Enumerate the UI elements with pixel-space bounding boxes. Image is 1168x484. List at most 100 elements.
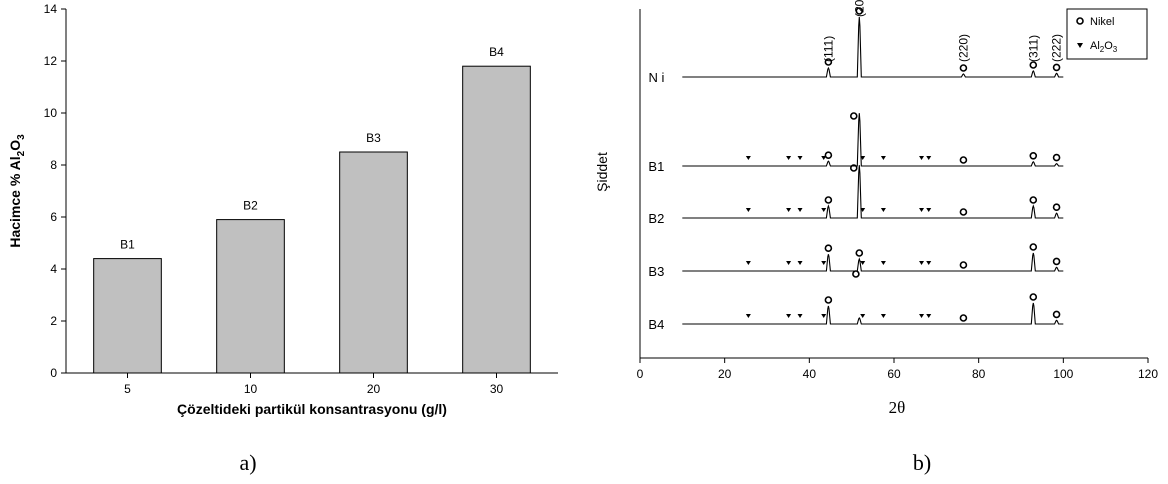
x-tick-label: 40 bbox=[803, 367, 817, 381]
al2o3-marker bbox=[919, 261, 925, 265]
nikel-marker bbox=[824, 151, 833, 159]
x-tick-label: 60 bbox=[887, 367, 901, 381]
al2o3-marker bbox=[786, 261, 792, 265]
miller-index-label: (222) bbox=[1050, 34, 1064, 62]
legend-al2o3-mid: O bbox=[1104, 40, 1113, 52]
miller-indices: (111) (200) (220) (311) (222) bbox=[821, 0, 1063, 62]
al2o3-marker bbox=[786, 208, 792, 212]
y-tick-label: 0 bbox=[50, 366, 57, 380]
x-axis-title: Çözeltideki partikül konsantrasyonu (g/l… bbox=[177, 401, 447, 417]
al2o3-marker bbox=[926, 261, 932, 265]
y-tick-label: 12 bbox=[44, 54, 58, 68]
panel-label-b: b) bbox=[913, 450, 931, 475]
xrd-trace bbox=[682, 252, 1064, 272]
al2o3-marker bbox=[797, 261, 803, 265]
nikel-marker bbox=[1029, 152, 1038, 160]
nikel-marker bbox=[824, 58, 833, 66]
nikel-marker bbox=[1052, 310, 1061, 319]
y-tick-label: 8 bbox=[50, 158, 57, 172]
al2o3-marker bbox=[860, 314, 866, 318]
bar-label: B1 bbox=[120, 238, 135, 252]
trace-label: B2 bbox=[648, 211, 664, 226]
nikel-marker bbox=[1052, 153, 1061, 162]
legend-al2o3-symbol bbox=[1077, 43, 1083, 48]
y-axis-title: Hacimce % Al2O3 bbox=[7, 134, 27, 248]
nikel-marker bbox=[959, 64, 968, 72]
nikel-marker bbox=[1052, 257, 1061, 266]
al2o3-marker bbox=[926, 208, 932, 212]
al2o3-marker bbox=[880, 208, 886, 212]
xrd-chart-panel: 0 20 40 60 80 100 120 N i B1 B2 B3 B4 (111) (200) (2… bbox=[594, 0, 1158, 475]
legend-nikel-symbol bbox=[1076, 17, 1084, 25]
nikel-marker bbox=[855, 7, 864, 15]
bars: B1 B2 B3 B4 bbox=[93, 45, 531, 374]
bar bbox=[216, 219, 285, 374]
trace-label: B4 bbox=[648, 317, 664, 332]
legend-al2o3-sub1: 2 bbox=[1100, 45, 1105, 54]
al2o3-marker bbox=[786, 314, 792, 318]
trace-label: N i bbox=[648, 70, 664, 85]
al2o3-marker bbox=[860, 208, 866, 212]
nikel-marker bbox=[855, 249, 864, 257]
al2o3-marker bbox=[821, 156, 827, 160]
nikel-marker bbox=[824, 244, 833, 252]
y-tick-label: 4 bbox=[50, 262, 57, 276]
trace-label: B3 bbox=[648, 264, 664, 279]
al2o3-marker bbox=[745, 314, 751, 318]
y-axis-title-sub1: 2 bbox=[16, 150, 27, 156]
nikel-marker bbox=[959, 208, 968, 216]
legend-nikel-label: Nikel bbox=[1090, 16, 1114, 28]
al2o3-marker bbox=[880, 261, 886, 265]
nikel-marker bbox=[849, 112, 858, 120]
al2o3-marker bbox=[926, 156, 932, 160]
nikel-marker bbox=[1029, 243, 1038, 251]
al2o3-marker bbox=[880, 314, 886, 318]
al2o3-marker bbox=[797, 156, 803, 160]
xrd-trace bbox=[682, 165, 1064, 219]
miller-index-label: (220) bbox=[956, 34, 970, 62]
nikel-marker bbox=[1029, 61, 1038, 69]
al2o3-marker bbox=[745, 208, 751, 212]
legend-al2o3-sub2: 3 bbox=[1113, 45, 1118, 54]
y-axis-title-mid: O bbox=[7, 140, 23, 151]
al2o3-marker bbox=[926, 314, 932, 318]
y-ticks: 0 2 4 6 8 10 12 14 bbox=[44, 2, 66, 380]
x-tick-label: 30 bbox=[490, 382, 504, 396]
xrd-trace bbox=[682, 16, 1064, 78]
bar-chart-panel: 0 2 4 6 8 10 12 14 B1 B2 B3 B4 5 10 20 30 Çözeltideki… bbox=[7, 2, 558, 475]
y-tick-label: 10 bbox=[44, 106, 58, 120]
legend-al2o3-label: Al2O3 bbox=[1090, 40, 1118, 54]
bar bbox=[339, 151, 408, 374]
al2o3-marker bbox=[797, 208, 803, 212]
al2o3-marker bbox=[821, 261, 827, 265]
x-tick-label: 100 bbox=[1053, 367, 1073, 381]
x-axis-title: 2θ bbox=[889, 398, 906, 417]
traces: N i B1 B2 B3 B4 bbox=[648, 7, 1064, 332]
x-ticks: 5 10 20 30 bbox=[124, 373, 503, 396]
x-tick-label: 5 bbox=[124, 382, 131, 396]
trace-label: B1 bbox=[648, 159, 664, 174]
bar-label: B2 bbox=[243, 199, 258, 213]
al2o3-marker bbox=[745, 156, 751, 160]
nikel-marker bbox=[824, 296, 833, 304]
al2o3-marker bbox=[919, 314, 925, 318]
nikel-marker bbox=[959, 156, 968, 164]
al2o3-marker bbox=[745, 261, 751, 265]
y-tick-label: 6 bbox=[50, 210, 57, 224]
nikel-marker bbox=[1052, 203, 1061, 211]
bar bbox=[93, 258, 162, 374]
al2o3-marker bbox=[821, 208, 827, 212]
bar-label: B3 bbox=[366, 131, 381, 145]
y-tick-label: 14 bbox=[44, 2, 58, 16]
x-tick-label: 0 bbox=[637, 367, 644, 381]
al2o3-marker bbox=[821, 314, 827, 318]
al2o3-marker bbox=[860, 261, 866, 265]
miller-index-label: (311) bbox=[1026, 35, 1040, 62]
miller-index-label: (200) bbox=[852, 0, 866, 17]
x-tick-label: 20 bbox=[367, 382, 381, 396]
miller-index-label: (111) bbox=[821, 36, 835, 62]
nikel-marker bbox=[824, 196, 833, 204]
xrd-trace bbox=[682, 113, 1064, 167]
al2o3-marker bbox=[919, 208, 925, 212]
